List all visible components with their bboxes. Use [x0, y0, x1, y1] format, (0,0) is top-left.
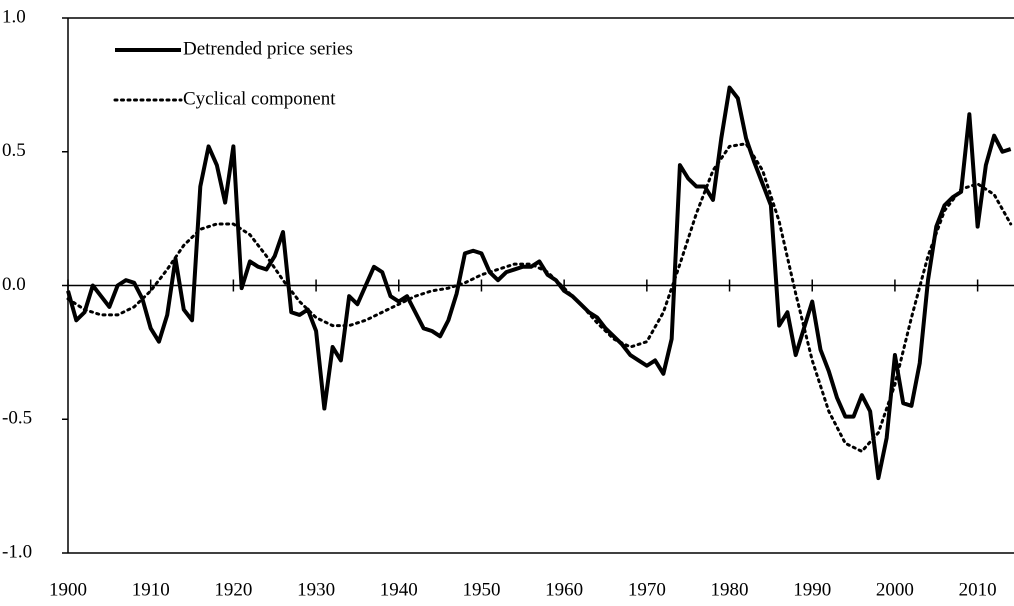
y-tick-label: 1.0 — [2, 6, 26, 27]
x-tick-label: 1910 — [132, 579, 170, 600]
x-tick-label: 1930 — [297, 579, 335, 600]
x-tick-label: 1980 — [711, 579, 749, 600]
y-tick-label: -1.0 — [2, 541, 32, 562]
y-tick-label: 0.5 — [2, 140, 26, 161]
series-line — [66, 85, 1012, 481]
x-tick-label: 2000 — [876, 579, 914, 600]
y-tick-label: -0.5 — [2, 408, 32, 429]
x-tick-label: 2010 — [959, 579, 997, 600]
x-tick-label: 1990 — [793, 579, 831, 600]
x-tick-label: 1940 — [380, 579, 418, 600]
y-tick-label: 0.0 — [2, 274, 26, 295]
series-line — [66, 142, 1013, 453]
x-tick-label: 1900 — [49, 579, 87, 600]
x-tick-label: 1950 — [462, 579, 500, 600]
x-tick-label: 1920 — [214, 579, 252, 600]
x-tick-label: 1960 — [545, 579, 583, 600]
x-tick-label: 1970 — [628, 579, 666, 600]
legend-label: Cyclical component — [183, 88, 336, 109]
legend-label: Detrended price series — [183, 38, 353, 59]
